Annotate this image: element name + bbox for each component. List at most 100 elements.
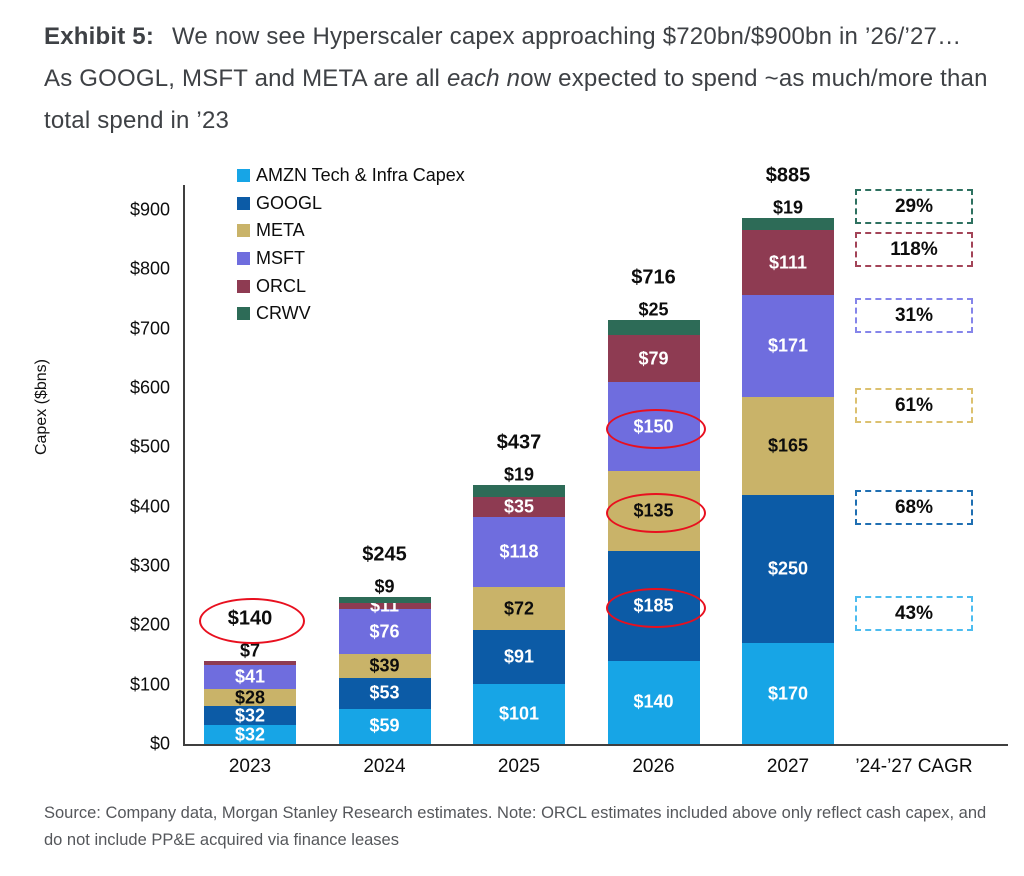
x-axis-line [183, 744, 1008, 746]
bar-2025-googl [473, 630, 565, 685]
cagr-box-amzn: 43% [855, 596, 973, 631]
total-label-2027: $885 [765, 164, 811, 187]
above-bar-label-2025: $19 [503, 464, 535, 485]
exhibit-title: Exhibit 5: We now see Hyperscaler capex a… [44, 16, 994, 142]
bar-2026-meta [607, 471, 700, 552]
title-text-post: ow expected to spend ~as much/more than … [44, 65, 988, 134]
segment-label-2023-googl: $32 [234, 705, 266, 726]
segment-label-2025-amzn: $101 [498, 703, 540, 724]
bar-2025-meta [473, 587, 565, 631]
segment-label-2025-msft: $118 [499, 541, 539, 562]
bar-2023-googl [204, 706, 296, 725]
bar-2023-orcl [204, 660, 296, 666]
bar-2027-orcl [742, 229, 834, 296]
bar-2027-msft [742, 295, 834, 397]
legend-label: ORCL [256, 275, 307, 296]
segment-label-2026-googl: $185 [633, 595, 674, 616]
bar-2024-amzn [338, 708, 431, 744]
segment-label-2024-amzn: $59 [369, 715, 400, 736]
segment-label-2024-googl: $53 [369, 682, 400, 703]
legend-item-meta: META [237, 217, 465, 245]
y-tick-label: $200 [129, 614, 170, 635]
bar-2027-amzn [742, 643, 834, 744]
segment-label-2025-googl: $91 [503, 646, 535, 667]
source-note: Source: Company data, Morgan Stanley Res… [44, 804, 987, 849]
bar-2026-googl [607, 551, 700, 661]
legend-swatch-icon [237, 279, 250, 293]
cagr-box-msft: 31% [855, 298, 973, 333]
legend-item-amzn: AMZN Tech & Infra Capex [237, 162, 465, 190]
y-tick-label: $100 [129, 674, 170, 695]
chart-legend: AMZN Tech & Infra Capex GOOGL META MSFT ORCL… [237, 162, 465, 328]
segment-label-2027-meta: $165 [767, 435, 809, 456]
y-tick-label: $700 [129, 318, 170, 339]
y-axis-title: Capex ($bns) [33, 358, 50, 456]
segment-label-2025-meta: $72 [503, 598, 535, 619]
segment-label-2026-orcl: $79 [638, 348, 669, 369]
bar-2024-orcl [338, 602, 431, 610]
segment-label-2024-msft: $76 [369, 621, 400, 642]
bar-2025-orcl [473, 496, 565, 518]
exhibit-number: Exhibit 5: [44, 23, 155, 50]
x-axis-label-2024: 2024 [363, 756, 406, 777]
above-bar-label-2027: $19 [772, 197, 804, 218]
total-label-2024: $245 [362, 543, 407, 566]
legend-swatch-icon [237, 307, 250, 321]
bar-2027-googl [742, 494, 834, 644]
total-label-2025: $437 [496, 431, 542, 454]
x-axis-label-cagr: ’24-’27 CAGR [855, 756, 973, 777]
cagr-box-crwv: 29% [855, 189, 973, 224]
x-axis-label-2027: 2027 [766, 756, 810, 777]
y-axis-line [183, 185, 185, 746]
bar-2026-amzn [607, 660, 700, 744]
legend-label: MSFT [256, 248, 305, 269]
segment-label-2027-msft: $171 [767, 335, 809, 356]
legend-item-crwv: CRWV [237, 300, 465, 328]
segment-label-2026-amzn: $140 [633, 691, 674, 712]
legend-swatch-icon [237, 196, 250, 210]
y-tick-label: $400 [129, 496, 170, 517]
cagr-box-orcl: 118% [855, 232, 973, 267]
segment-label-2023-meta: $28 [234, 687, 266, 708]
bar-2024-msft [338, 609, 431, 655]
segment-label-2023-amzn: $32 [234, 724, 266, 744]
bar-2025-amzn [473, 684, 565, 744]
legend-item-msft: MSFT [237, 245, 465, 273]
y-tick-label: $900 [129, 199, 170, 220]
bar-2026-msft [607, 382, 700, 472]
bar-2025-msft [473, 517, 565, 588]
segment-label-2027-amzn: $170 [767, 683, 809, 704]
cagr-box-googl: 68% [855, 490, 973, 525]
above-bar-label-2024: $9 [374, 576, 395, 597]
segment-label-2023-msft: $41 [234, 666, 266, 687]
legend-swatch-icon [237, 252, 250, 266]
segment-label-2024-meta: $39 [369, 655, 400, 676]
x-axis-label-2025: 2025 [497, 756, 541, 777]
bar-2027-crwv [742, 218, 834, 230]
bar-2024-crwv [338, 597, 431, 603]
legend-label: META [256, 220, 305, 241]
above-bar-label-2026: $25 [638, 299, 669, 320]
legend-label: AMZN Tech & Infra Capex [256, 165, 465, 186]
legend-swatch-icon [237, 169, 250, 183]
title-text-pre: We now see Hyperscaler capex approaching… [44, 23, 962, 92]
bar-2024-meta [338, 654, 431, 678]
bar-2027-meta [742, 396, 834, 495]
bar-2023-meta [204, 689, 296, 707]
legend-label: CRWV [256, 303, 311, 324]
bar-2025-crwv [473, 485, 565, 497]
legend-swatch-icon [237, 224, 250, 238]
cagr-box-meta: 61% [855, 388, 973, 423]
bar-2023-amzn [204, 725, 296, 744]
above-bar-label-2023: $7 [239, 640, 261, 661]
y-tick-label: $800 [129, 258, 170, 279]
segment-label-2026-msft: $150 [633, 416, 674, 437]
bar-2026-orcl [607, 335, 700, 383]
segment-label-2025-orcl: $35 [503, 496, 535, 517]
total-label-2026: $716 [631, 266, 676, 289]
bar-2024-googl [338, 677, 431, 709]
legend-item-orcl: ORCL [237, 272, 465, 300]
segment-label-2027-orcl: $111 [768, 252, 808, 273]
legend-item-googl: GOOGL [237, 190, 465, 218]
